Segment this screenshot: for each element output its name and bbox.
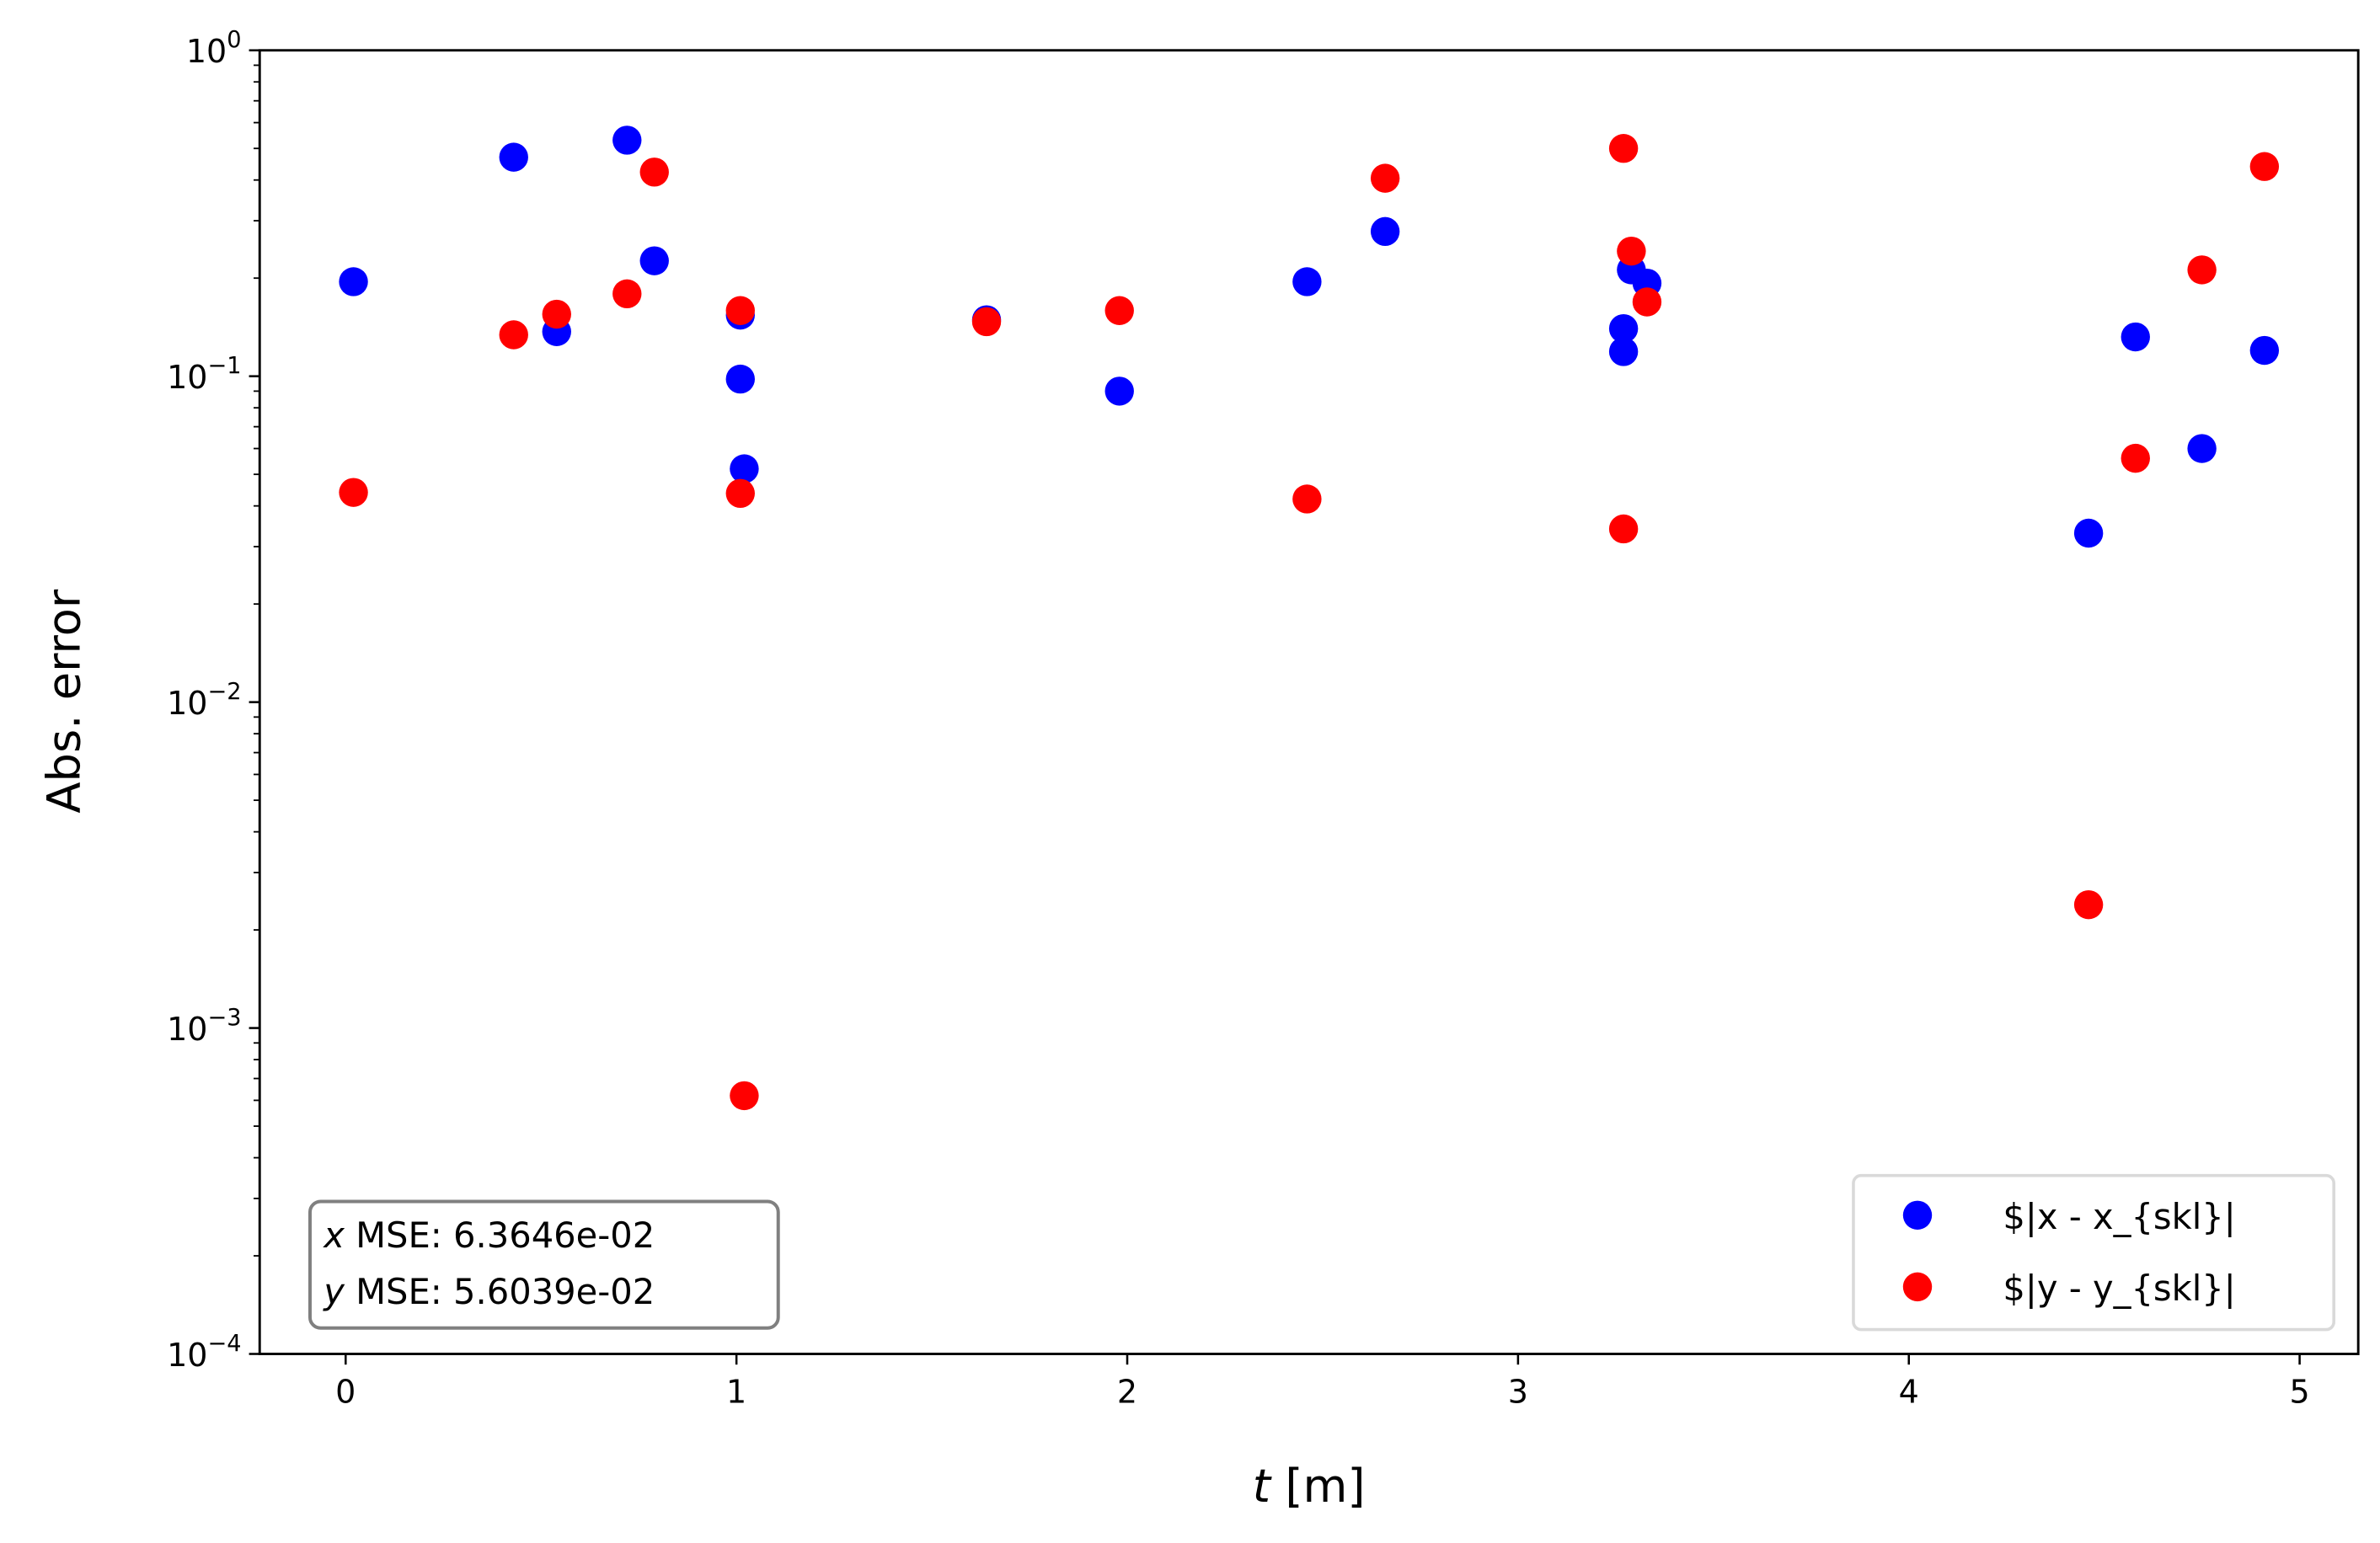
x-error-point xyxy=(730,454,759,483)
y-error-point xyxy=(1292,484,1322,514)
y-error-point xyxy=(1104,296,1134,325)
y-tick-label: 10−2 xyxy=(167,679,241,722)
y-mse-var: y xyxy=(322,1271,345,1312)
y-tick-label: 100 xyxy=(186,27,242,70)
x-error-point xyxy=(612,125,642,155)
y-tick-exp: 0 xyxy=(227,27,241,53)
y-error-point xyxy=(339,478,368,507)
x-tick-label: 0 xyxy=(335,1373,356,1410)
y-error-point xyxy=(2121,443,2150,473)
x-axis-label-unit: [m] xyxy=(1270,1460,1366,1513)
y-error-point xyxy=(1632,287,1662,317)
y-error-point xyxy=(725,478,755,508)
y-error-point xyxy=(542,299,571,329)
y-error-point xyxy=(1608,514,1639,544)
annotation-box xyxy=(308,1199,780,1330)
y-error-point xyxy=(612,279,642,309)
x-error-point xyxy=(2073,518,2104,548)
y-tick-base: 10 xyxy=(167,1337,207,1374)
y-tick-label: 10−4 xyxy=(167,1331,241,1374)
y-error-point xyxy=(499,320,528,350)
y-tick-exp: −3 xyxy=(207,1005,241,1031)
legend-marker-y xyxy=(1902,1272,1933,1302)
y-error-point xyxy=(2073,889,2104,920)
y-error-point xyxy=(2187,255,2217,285)
y-axis-label: Abs. error xyxy=(38,589,91,814)
plot-frame xyxy=(258,49,2360,1355)
x-error-point xyxy=(725,364,755,394)
y-mse-value: MSE: 5.6039e-02 xyxy=(345,1271,655,1312)
y-error-point xyxy=(1370,163,1400,193)
y-tick-base: 10 xyxy=(186,33,227,70)
x-error-point xyxy=(1104,376,1134,406)
x-mse-text: x MSE: 6.3646e-02 xyxy=(322,1215,655,1256)
x-error-point xyxy=(1370,216,1400,247)
x-error-point xyxy=(499,142,528,172)
legend: $|x - x_{skl}| $|y - y_{skl}| xyxy=(1852,1173,2336,1332)
x-error-point xyxy=(1608,313,1639,344)
y-error-point xyxy=(725,296,755,325)
y-error-point xyxy=(639,158,669,187)
x-error-point xyxy=(2249,335,2280,366)
y-error-point xyxy=(1608,134,1639,163)
y-tick-base: 10 xyxy=(167,685,207,722)
legend-box xyxy=(1852,1173,2336,1332)
y-mse-text: y MSE: 5.6039e-02 xyxy=(322,1271,655,1312)
x-error-point xyxy=(1608,337,1639,366)
x-error-point xyxy=(2121,322,2150,352)
y-error-point xyxy=(971,307,1002,337)
y-tick-exp: −2 xyxy=(207,679,241,705)
x-mse-var: x xyxy=(322,1215,345,1256)
x-tick-label: 5 xyxy=(2289,1373,2309,1410)
x-mse-value: MSE: 6.3646e-02 xyxy=(345,1215,655,1256)
x-error-point xyxy=(1292,267,1322,296)
x-error-point xyxy=(2187,434,2217,463)
y-tick-exp: −4 xyxy=(207,1331,241,1357)
y-tick-exp: −1 xyxy=(207,353,241,379)
x-axis-label-var: t xyxy=(1253,1460,1272,1513)
y-error-point xyxy=(2249,152,2280,181)
y-tick-base: 10 xyxy=(167,1011,207,1048)
x-error-point xyxy=(639,246,669,275)
x-error-point xyxy=(339,267,368,296)
y-tick-label: 10−1 xyxy=(167,353,241,396)
y-error-point xyxy=(1617,236,1646,266)
x-tick-label: 1 xyxy=(726,1373,746,1410)
data-points xyxy=(339,125,2280,1111)
y-tick-base: 10 xyxy=(167,359,207,396)
mse-annotation: x MSE: 6.3646e-02 y MSE: 5.6039e-02 xyxy=(308,1199,780,1330)
legend-label-y: $|y - y_{skl}| xyxy=(2003,1268,2235,1309)
legend-label-x: $|x - x_{skl}| xyxy=(2003,1196,2235,1237)
x-tick-label: 4 xyxy=(1899,1373,1919,1410)
x-axis-label: t [m] xyxy=(1253,1460,1366,1513)
legend-marker-x xyxy=(1902,1200,1933,1230)
y-tick-label: 10−3 xyxy=(167,1005,241,1048)
x-tick-label: 2 xyxy=(1117,1373,1137,1410)
x-tick-label: 3 xyxy=(1508,1373,1528,1410)
y-error-point xyxy=(730,1081,759,1111)
